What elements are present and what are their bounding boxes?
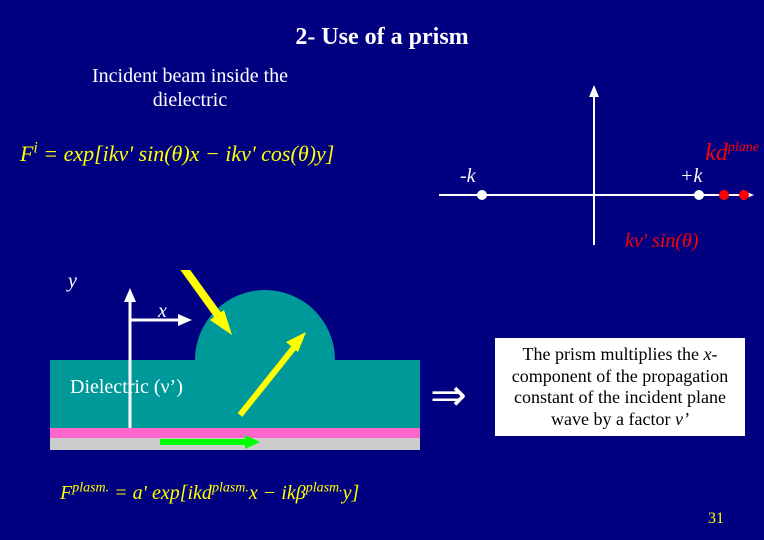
- metal-layer: [50, 428, 420, 438]
- dielectric-label: Dielectric (ν’): [70, 376, 183, 399]
- prism-diagram: [50, 270, 420, 470]
- formula-incident: Fi = exp[ikν' sin(θ)x − ikν' cos(θ)y]: [20, 140, 334, 167]
- label-kplane: kdplane: [705, 140, 759, 167]
- dot-kplane: [739, 190, 749, 200]
- diagram-x-arrowhead: [178, 314, 192, 326]
- diagram-x-label: x: [158, 300, 167, 323]
- label-ksin: kν' sin(θ): [625, 230, 699, 253]
- subtitle: Incident beam inside the dielectric: [60, 64, 320, 112]
- formula-incident-text: Fi = exp[ikν' sin(θ)x − ikν' cos(θ)y]: [20, 141, 334, 166]
- dot-ksin: [719, 190, 729, 200]
- page-number: 31: [708, 510, 724, 528]
- diagram-y-arrowhead: [124, 288, 136, 302]
- dot-plus-k: [694, 190, 704, 200]
- dot-minus-k: [477, 190, 487, 200]
- diagram-y-label: y: [68, 270, 77, 293]
- kspace-y-arrowhead: [589, 85, 599, 97]
- prism-hemisphere: [195, 290, 335, 360]
- formula-plasmon: Fplasm. = a' exp[ikdplasm.x − ikβplasm.y…: [60, 480, 359, 505]
- label-minus-k: -k: [460, 165, 476, 188]
- explanation-text: The prism multiplies the x-component of …: [512, 344, 728, 429]
- formula-plasmon-text: Fplasm. = a' exp[ikdplasm.x − ikβplasm.y…: [60, 482, 359, 504]
- slide-title: 2- Use of a prism: [0, 24, 764, 51]
- label-plus-k: +k: [680, 165, 702, 188]
- kspace-plot: [434, 85, 754, 255]
- explanation-box: The prism multiplies the x-component of …: [495, 338, 745, 436]
- implies-icon: ⇒: [430, 370, 467, 421]
